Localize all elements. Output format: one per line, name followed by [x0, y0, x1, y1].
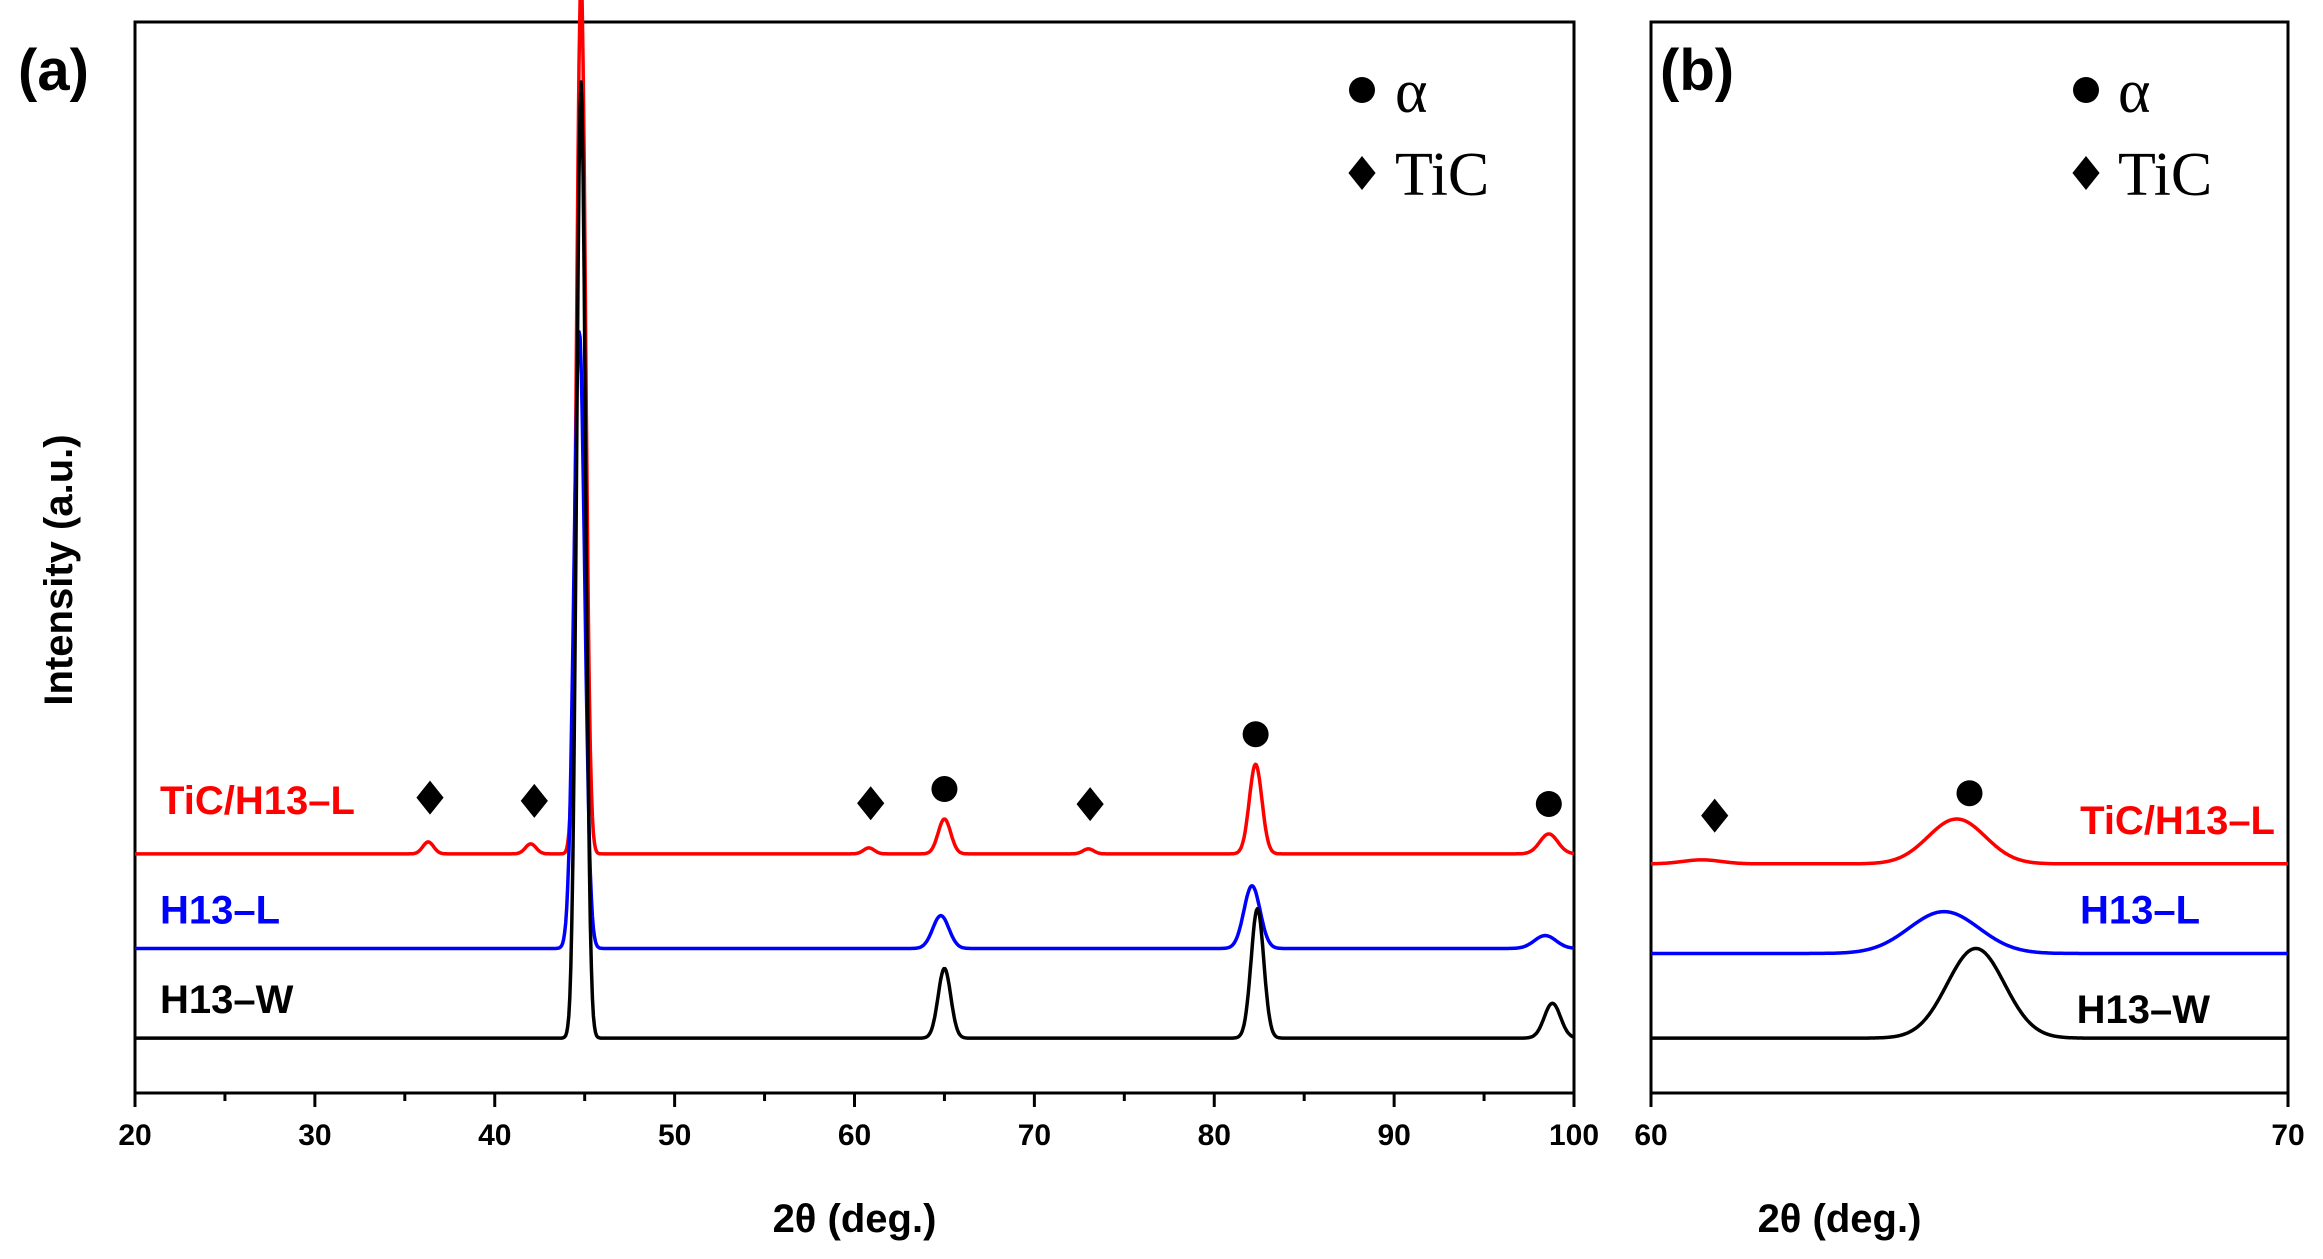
- panel-a-tic-marker-icon: [1076, 787, 1104, 822]
- panel-b-legend-label: TiC: [2118, 141, 2212, 209]
- panel-b-legend-circle-icon: [2073, 77, 2099, 103]
- panel-b-series-line: [1649, 909, 2290, 956]
- panel-b-series-label: H13–W: [2077, 988, 2211, 1032]
- panel-a-legend-label: α: [1395, 58, 1427, 126]
- panel-a-x-tick-label: 50: [658, 1119, 691, 1152]
- panel-a-x-axis-title: 2θ (deg.): [773, 1197, 937, 1241]
- panel-b-tic-marker-icon: [1701, 798, 1729, 833]
- panel-a-series-line: [134, 0, 1575, 856]
- panel-a-x-tick-label: 60: [838, 1119, 871, 1152]
- panel-b-legend-diamond-icon: [2072, 156, 2100, 190]
- panel-a-legend-diamond-icon: [1348, 156, 1376, 190]
- panel-a-tic-marker-icon: [857, 786, 885, 821]
- panel-a-tic-marker-icon: [520, 783, 548, 818]
- panel-b-series-label: TiC/H13–L: [2080, 799, 2275, 843]
- panel-a-x-tick-label: 30: [298, 1119, 331, 1152]
- panel-b-x-tick-label: 60: [1634, 1119, 1667, 1152]
- panel-a-series-label: TiC/H13–L: [160, 779, 355, 823]
- panel-a-x-tick-label: 40: [478, 1119, 511, 1152]
- panel-a-tic-marker-icon: [416, 780, 444, 815]
- panel-a-x-tick-label: 90: [1377, 1119, 1410, 1152]
- panel-a-series-label: H13–W: [160, 978, 294, 1022]
- panel-a-x-tick-label: 80: [1198, 1119, 1231, 1152]
- panel-b-label: (b): [1660, 38, 1734, 103]
- panel-a-x-tick-label: 20: [118, 1119, 151, 1152]
- panel-a-series-label: H13–L: [160, 888, 280, 932]
- panel-a-alpha-marker-icon: [1242, 721, 1269, 748]
- panel-a-y-axis-title: Intensity (a.u.): [37, 434, 81, 705]
- panel-b-x-axis-title: 2θ (deg.): [1758, 1197, 1922, 1241]
- panel-b-x-tick-label: 70: [2271, 1119, 2304, 1152]
- panel-b-alpha-marker-icon: [1956, 780, 1983, 807]
- panel-b-frame: [1649, 20, 2290, 1095]
- panel-a-legend-label: TiC: [1395, 141, 1489, 209]
- panel-b-series-label: H13–L: [2080, 888, 2200, 932]
- panel-a-alpha-marker-icon: [931, 776, 958, 803]
- panel-a-x-tick-label: 70: [1018, 1119, 1051, 1152]
- panel-a-alpha-marker-icon: [1535, 790, 1562, 817]
- panel-a-series-line: [134, 329, 1575, 951]
- panel-a-label: (a): [18, 38, 89, 103]
- panel-a-legend-circle-icon: [1349, 77, 1375, 103]
- panel-b-series-line: [1649, 946, 2290, 1040]
- panel-a-x-tick-label: 100: [1549, 1119, 1599, 1152]
- panel-b-legend-label: α: [2118, 58, 2150, 126]
- panel-b-series-line: [1649, 817, 2290, 866]
- panel-a-series-line: [134, 80, 1575, 1040]
